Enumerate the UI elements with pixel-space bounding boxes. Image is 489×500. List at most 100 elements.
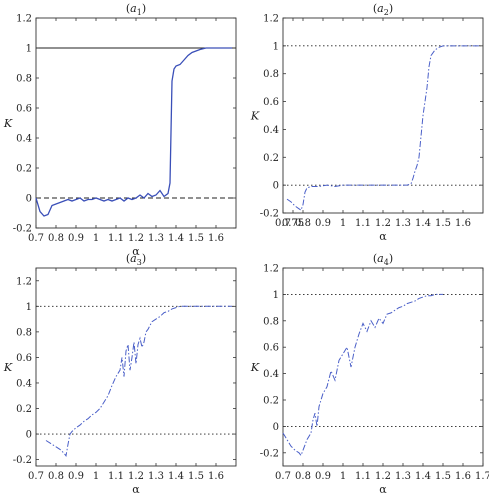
y-tick-label: 0.4 (16, 134, 32, 145)
y-tick-label: 1 (26, 44, 32, 55)
y-tick-label: 0.4 (263, 125, 279, 136)
y-tick-label: 0.6 (16, 104, 32, 115)
series-line (35, 47, 232, 217)
x-tick-label: 1.2 (375, 218, 391, 229)
title-paren-close: ) (142, 2, 146, 15)
title-letter: a (377, 252, 384, 265)
y-tick-label: 0.6 (263, 97, 279, 108)
plot-frame (282, 267, 484, 467)
x-tick-label: 0.75 (282, 218, 304, 229)
y-tick-label: 0.8 (263, 316, 279, 327)
y-tick-label: 1.2 (263, 14, 279, 25)
title-subscript: 2 (384, 8, 389, 17)
title-letter: a (130, 252, 137, 265)
y-tick-label: 0.8 (263, 69, 279, 80)
x-tick-label: 1.6 (455, 218, 471, 229)
x-tick-label: 0.7 (275, 471, 291, 482)
title-paren-open: ( (373, 2, 377, 15)
y-tick-label: 0.2 (263, 396, 279, 407)
x-tick-label: 0.7 (275, 218, 291, 229)
x-tick-label: 0.9 (315, 218, 331, 229)
y-tick-label: 0.6 (263, 343, 279, 354)
x-tick-label: 0.8 (295, 218, 311, 229)
x-tick-label: 0.7 (28, 233, 44, 244)
x-tick-label: 1.7 (475, 471, 489, 482)
x-tick-label: 1 (340, 218, 346, 229)
y-axis-label: K (3, 361, 13, 374)
x-axis-label: α (132, 483, 140, 496)
x-tick-label: 1.3 (395, 218, 411, 229)
title-subscript: 1 (137, 8, 142, 17)
y-axis-label: K (250, 110, 260, 123)
y-tick-label: 1 (26, 302, 32, 313)
panel-3: 0.7 0.8 0.9 1 1.1 1.2 1.3 1.4 1.5 1.6 -0.2 0 0.2 0.4 0… (3, 252, 237, 496)
title-paren-close: ) (389, 252, 393, 265)
x-tick-label: 1.5 (188, 233, 204, 244)
x-tick-label: 1.1 (355, 218, 371, 229)
title-paren-open: ( (126, 2, 130, 15)
y-axis-label: K (3, 117, 13, 130)
x-tick-label: 1 (93, 471, 99, 482)
x-tick-label: 0.7 (28, 471, 44, 482)
panel-4: 0.7 0.8 0.9 1 1.1 1.2 1.3 1.4 1.5 1.6 1.7 -0.2 0 0.2 0… (250, 252, 489, 496)
title-paren-open: ( (373, 252, 377, 265)
x-tick-label: 1.2 (375, 471, 391, 482)
series-line (286, 45, 479, 211)
x-tick-label: 1.6 (208, 471, 224, 482)
y-tick-label: 0.8 (16, 74, 32, 85)
y-tick-label: -0.2 (260, 209, 279, 220)
title-letter: a (377, 2, 384, 15)
x-tick-label: 1.4 (168, 233, 184, 244)
x-tick-label: 1.3 (148, 471, 164, 482)
x-tick-label: 1.1 (108, 471, 124, 482)
y-tick-label: 1.2 (16, 276, 32, 287)
title-subscript: 3 (137, 258, 142, 267)
y-tick-label: 0 (273, 181, 279, 192)
x-tick-label: 1.2 (128, 233, 144, 244)
y-tick-label: 0.4 (16, 378, 32, 389)
y-tick-label: 0 (26, 430, 32, 441)
title-paren-open: ( (126, 252, 130, 265)
plot-frame (35, 267, 237, 467)
x-tick-label: 0.9 (68, 471, 84, 482)
panel-title: (a3) (126, 252, 146, 267)
y-tick-label: 0.8 (16, 327, 32, 338)
panel-title: (a2) (373, 2, 393, 17)
x-axis-label: α (379, 230, 387, 243)
y-tick-label: -0.2 (13, 455, 32, 466)
plot-frame (35, 17, 237, 229)
y-tick-label: 1 (273, 290, 279, 301)
y-tick-label: 1 (273, 41, 279, 52)
y-tick-label: 0.2 (16, 164, 32, 175)
x-tick-label: 1.1 (108, 233, 124, 244)
x-tick-label: 1 (340, 471, 346, 482)
x-tick-label: 1.6 (455, 471, 471, 482)
panel-1: 0.7 0.8 0.9 1 1.1 1.2 1.3 1.4 1.5 1.6 -0.2 0 0.2 0.4 0… (3, 2, 237, 258)
title-paren-close: ) (389, 2, 393, 15)
y-tick-label: -0.2 (260, 448, 279, 459)
series-line (45, 305, 232, 458)
title-subscript: 4 (384, 258, 389, 267)
panel-title: (a4) (373, 252, 393, 267)
x-tick-label: 0.8 (48, 471, 64, 482)
x-axis-label: α (132, 245, 140, 258)
y-tick-label: 1.2 (263, 264, 279, 275)
x-tick-label: 1.4 (415, 218, 431, 229)
y-tick-label: 0 (26, 194, 32, 205)
x-tick-label: 1.1 (355, 471, 371, 482)
x-tick-label: 1.6 (208, 233, 224, 244)
panel-2: 0.70.750.8 0.9 1 1.1 1.2 1.3 1.4 1.5 1.6-0.200.2… (250, 2, 484, 243)
x-axis-label: α (379, 483, 387, 496)
title-letter: a (130, 2, 137, 15)
y-tick-label: -0.2 (13, 224, 32, 235)
x-tick-label: 1.2 (128, 471, 144, 482)
x-tick-label: 0.9 (68, 233, 84, 244)
plot-frame (282, 17, 484, 214)
x-tick-label: 1.5 (435, 471, 451, 482)
x-tick-label: 1.5 (188, 471, 204, 482)
x-tick-label: 1.3 (148, 233, 164, 244)
panel-title: (a1) (126, 2, 146, 17)
x-tick-label: 0.8 (295, 471, 311, 482)
y-tick-label: 1.2 (16, 14, 32, 25)
